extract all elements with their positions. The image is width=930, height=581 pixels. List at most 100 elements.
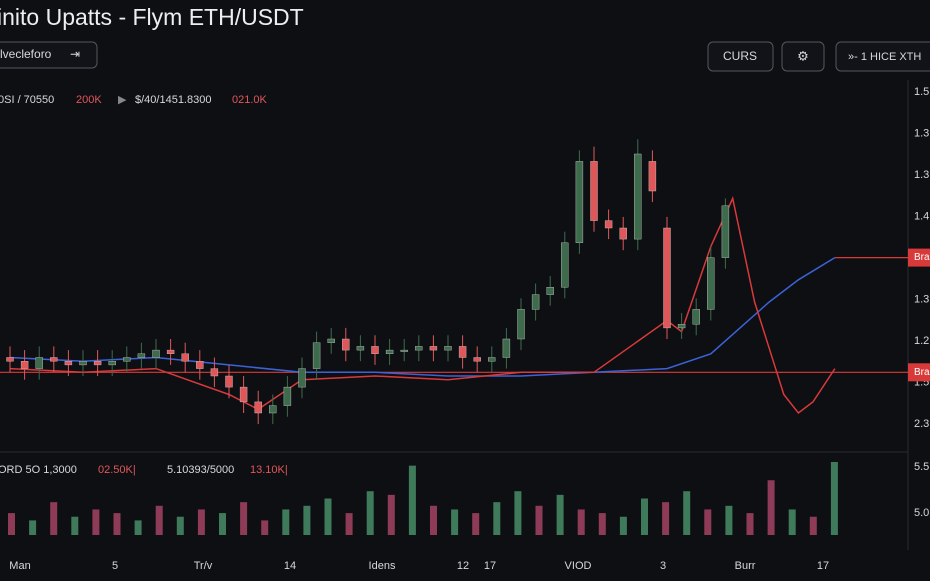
candle-body	[385, 349, 394, 355]
volume-bar	[830, 462, 838, 535]
candle-body	[590, 161, 598, 221]
candle-body	[604, 220, 613, 229]
volume-axis-label: 5.0	[914, 507, 929, 519]
selector-icon: ⇥	[70, 47, 80, 61]
selector-text: lvecleforo	[0, 47, 52, 61]
candle-body	[575, 161, 584, 243]
candle-body	[531, 294, 540, 310]
candle-body	[152, 349, 160, 358]
candle-body	[692, 309, 700, 325]
volume-bar	[577, 509, 585, 535]
volume-bar	[662, 502, 670, 535]
volume-bar	[29, 520, 37, 535]
button[interactable]	[707, 41, 774, 72]
volume-bar	[366, 491, 374, 535]
candle-body	[312, 342, 321, 369]
price-tag-label: Bra	[914, 252, 930, 263]
candle-body	[517, 309, 525, 340]
candle-body	[196, 361, 204, 369]
info: ▶	[118, 94, 127, 106]
y-axis-label: 1.2	[914, 335, 929, 347]
candle-body	[225, 375, 233, 388]
candle-body	[429, 346, 438, 351]
x-axis-label: Man	[9, 560, 30, 572]
volume-bar	[809, 516, 817, 535]
info-row: 0SI / 70550 200K ▶ $/40/1451.8300 021.0K…	[0, 94, 288, 476]
info: 02.50K|	[98, 464, 136, 476]
x-axis-label: 14	[284, 560, 296, 572]
volume-bar	[92, 509, 100, 535]
candle-body	[298, 368, 306, 388]
candle-body	[342, 338, 350, 351]
info: 5.10393/5000	[167, 464, 234, 476]
candle-body	[108, 361, 116, 366]
candle-body	[546, 287, 554, 295]
candle-body	[634, 153, 642, 240]
candle-body	[473, 357, 481, 362]
candle-body	[239, 386, 248, 403]
volume-bar	[345, 513, 353, 535]
candle-body	[254, 401, 262, 414]
info: 13.10K|	[250, 464, 288, 476]
candle-body	[210, 368, 219, 377]
button-label: CURS	[723, 49, 757, 63]
volume-bar	[261, 520, 269, 535]
volume-bar	[619, 516, 627, 535]
volume-bar	[134, 520, 142, 535]
x-axis-label: 12	[457, 560, 469, 572]
price-tag	[908, 248, 930, 267]
y-axis-label: 1.3	[914, 169, 929, 181]
volume-axis-label: 5.5	[914, 461, 929, 473]
candle-body	[488, 357, 496, 362]
volume-bar	[324, 498, 332, 535]
button[interactable]	[781, 41, 825, 72]
volume-bar	[704, 509, 712, 535]
price-tag	[908, 363, 930, 382]
symbol-selector[interactable]	[0, 41, 98, 69]
candle-body	[677, 324, 686, 329]
volume-bar	[746, 513, 754, 535]
x-axis-label: 3	[660, 560, 666, 572]
candle-body	[444, 346, 452, 351]
candle-body	[371, 346, 379, 354]
x-axis-label: Tr/v	[194, 560, 213, 572]
volume-bar	[472, 513, 480, 535]
button[interactable]	[835, 41, 930, 72]
y-axis-label: 1.3	[914, 127, 929, 139]
volume-bar	[387, 494, 395, 535]
volume-bar	[598, 513, 606, 535]
candle-body	[415, 346, 423, 351]
candle-body	[721, 205, 730, 258]
candle-body	[20, 361, 29, 369]
volume-bar	[535, 505, 543, 535]
candle-body	[6, 357, 14, 362]
candle-body	[648, 161, 657, 192]
candle-body	[93, 361, 102, 366]
price-tag-label: Bra	[914, 367, 930, 378]
info: 021.0K	[232, 94, 268, 106]
candle-body	[400, 349, 408, 352]
y-axis-label: 2.3	[914, 418, 929, 430]
volume-bar	[556, 494, 564, 535]
info: 200K	[76, 94, 102, 106]
x-axis-label: VIOD	[565, 560, 592, 572]
candle-body	[123, 357, 131, 362]
candle-body	[561, 242, 569, 288]
volume-bar	[113, 513, 121, 535]
y-axis-label: 1.5	[914, 86, 929, 98]
volume-bar	[641, 498, 648, 535]
volume-bar	[683, 491, 691, 535]
volume-bar	[8, 513, 15, 535]
candle-body	[458, 346, 467, 358]
volume-bar	[514, 491, 522, 535]
volume-bar	[788, 509, 796, 535]
y-axis-label: 1.4	[914, 210, 929, 222]
volume-bar	[71, 516, 79, 535]
candle-body	[663, 227, 671, 329]
candle-body	[79, 361, 87, 366]
candle-body	[181, 353, 189, 362]
volume-bar	[767, 480, 775, 535]
volume-bar	[408, 465, 416, 535]
volume-bar	[493, 502, 501, 535]
